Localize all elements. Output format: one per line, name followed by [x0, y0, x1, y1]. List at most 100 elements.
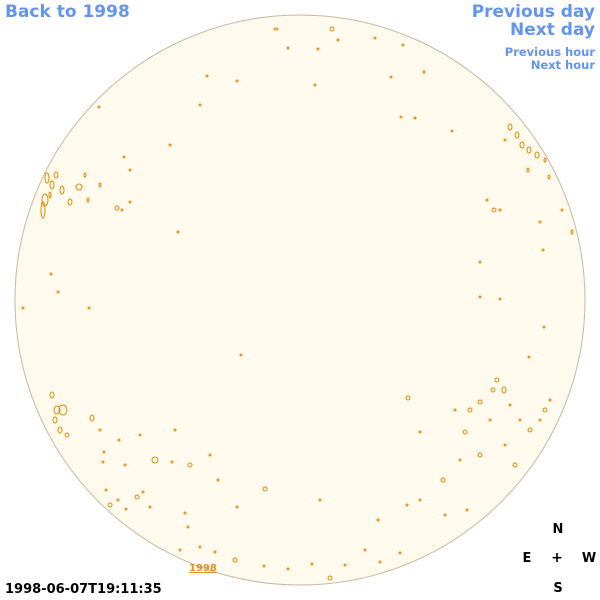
contour-feature: [498, 297, 502, 301]
contour-feature: [186, 525, 190, 529]
contour-feature: [134, 494, 140, 500]
previous-day-link[interactable]: Previous day: [471, 2, 595, 22]
contour-feature: [405, 395, 411, 401]
contour-feature: [48, 191, 52, 199]
contour-feature: [405, 503, 409, 507]
contour-feature: [477, 399, 483, 405]
compass-west: W: [581, 551, 597, 566]
contour-feature: [52, 416, 58, 424]
contour-feature: [543, 157, 547, 163]
contour-feature: [59, 185, 65, 195]
contour-feature: [508, 403, 512, 407]
contour-feature: [138, 433, 142, 437]
compass-east: E: [522, 551, 532, 566]
contour-feature: [399, 115, 403, 119]
contour-feature: [527, 355, 531, 359]
contour-feature: [318, 498, 322, 502]
contour-feature: [176, 230, 180, 234]
contour-feature: [235, 505, 239, 509]
contour-feature: [418, 498, 422, 502]
year-marker-link[interactable]: 1998: [189, 563, 217, 574]
contour-feature: [262, 564, 266, 568]
contour-feature: [329, 26, 335, 32]
contour-feature: [422, 70, 426, 74]
contour-feature: [376, 518, 380, 522]
contour-feature: [104, 488, 108, 492]
contour-feature: [232, 557, 238, 563]
contour-feature: [343, 563, 347, 567]
contour-feature: [98, 428, 102, 432]
contour-feature: [519, 141, 525, 149]
contour-feature: [286, 567, 290, 571]
contour-feature: [389, 75, 393, 79]
contour-feature: [86, 197, 90, 203]
contour-feature: [151, 456, 159, 464]
contour-feature: [450, 129, 454, 133]
contour-feature: [67, 198, 73, 206]
contour-feature: [141, 490, 145, 494]
contour-feature: [570, 229, 574, 235]
contour-feature: [526, 146, 532, 154]
next-hour-link[interactable]: Next hour: [530, 58, 595, 72]
next-day-link[interactable]: Next day: [510, 20, 595, 40]
contour-feature: [53, 171, 59, 179]
contour-feature: [21, 306, 25, 310]
contour-feature: [541, 248, 545, 252]
contour-feature: [527, 427, 533, 433]
contour-feature: [114, 205, 120, 211]
contour-feature: [97, 105, 101, 109]
contour-feature: [198, 103, 202, 107]
contour-feature: [102, 450, 106, 454]
contour-feature: [418, 430, 422, 434]
contour-feature: [538, 220, 542, 224]
contour-feature: [57, 426, 63, 434]
contour-feature: [494, 377, 500, 383]
back-to-year-link[interactable]: Back to 1998: [5, 2, 130, 22]
contour-feature: [467, 407, 473, 413]
contour-feature: [542, 325, 546, 329]
contour-feature: [488, 418, 492, 422]
contour-feature: [440, 477, 446, 483]
contour-feature: [98, 182, 102, 188]
contour-feature: [56, 290, 60, 294]
contour-feature: [485, 198, 489, 202]
contour-feature: [514, 131, 520, 139]
contour-feature: [443, 513, 447, 517]
contour-feature: [53, 405, 61, 415]
contour-feature: [117, 438, 121, 442]
compass-center: +: [551, 550, 563, 566]
contour-feature: [49, 180, 55, 190]
contour-feature: [458, 458, 462, 462]
contour-feature: [316, 47, 320, 51]
contour-feature: [49, 391, 55, 399]
contour-feature: [170, 460, 174, 464]
contour-feature: [512, 462, 518, 468]
contour-feature: [213, 550, 217, 554]
magnetic-contours: [21, 26, 574, 581]
contour-feature: [44, 172, 50, 184]
contour-feature: [273, 27, 279, 31]
contour-feature: [122, 155, 126, 159]
contour-feature: [128, 168, 132, 172]
contour-feature: [101, 460, 105, 464]
contour-feature: [401, 43, 405, 47]
contour-feature: [208, 453, 212, 457]
contour-feature: [313, 83, 317, 87]
contour-feature: [235, 79, 239, 83]
contour-feature: [128, 200, 132, 204]
contour-feature: [40, 201, 46, 219]
contour-feature: [398, 551, 402, 555]
contour-feature: [124, 507, 128, 511]
previous-hour-link[interactable]: Previous hour: [504, 45, 595, 59]
compass-south: S: [553, 581, 563, 596]
contour-feature: [120, 208, 124, 212]
contour-feature: [501, 386, 507, 394]
contour-feature: [336, 38, 340, 42]
contour-feature: [462, 429, 468, 435]
observation-timestamp: 1998-06-07T19:11:35: [5, 582, 162, 597]
contour-feature: [116, 498, 120, 502]
contour-feature: [205, 74, 209, 78]
contour-feature: [83, 172, 87, 178]
contour-feature: [413, 116, 417, 120]
